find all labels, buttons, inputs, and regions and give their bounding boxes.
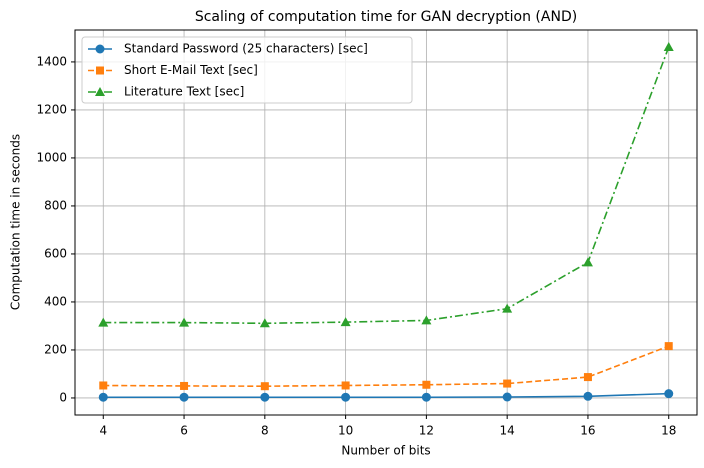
x-tick-label: 6 xyxy=(180,424,188,438)
marker xyxy=(503,379,512,388)
y-tick-label: 800 xyxy=(44,198,67,212)
marker xyxy=(340,317,351,327)
series-line xyxy=(103,46,670,325)
marker xyxy=(98,317,109,327)
marker xyxy=(421,315,432,325)
marker xyxy=(502,392,512,402)
chart-title: Scaling of computation time for GAN decr… xyxy=(195,9,577,25)
series-line xyxy=(103,345,670,387)
legend-label: Short E-Mail Text [sec] xyxy=(124,63,258,77)
x-tick-label: 12 xyxy=(419,424,434,438)
plot-frame xyxy=(74,29,698,416)
marker xyxy=(663,42,674,52)
marker xyxy=(179,392,189,402)
x-tick-label: 4 xyxy=(99,424,107,438)
y-tick-label: 1400 xyxy=(36,54,67,68)
x-tick-label: 8 xyxy=(261,424,269,438)
x-tick-label: 10 xyxy=(338,424,353,438)
marker xyxy=(583,373,592,382)
x-tick-label: 18 xyxy=(661,424,676,438)
marker xyxy=(582,257,593,267)
legend-label: Literature Text [sec] xyxy=(124,85,244,99)
legend-marker xyxy=(96,66,104,75)
series-line xyxy=(103,392,669,399)
legend-marker xyxy=(95,87,105,96)
marker xyxy=(421,392,431,402)
marker xyxy=(179,317,190,327)
marker xyxy=(664,389,674,399)
marker xyxy=(260,392,270,402)
x-tick-label: 14 xyxy=(500,424,515,438)
y-tick-label: 1000 xyxy=(36,150,67,164)
marker xyxy=(341,381,350,390)
y-axis-label: Computation time in seconds xyxy=(9,134,23,310)
marker xyxy=(422,380,431,389)
marker xyxy=(583,391,593,401)
legend-label: Standard Password (25 characters) [sec] xyxy=(124,42,368,56)
marker xyxy=(664,342,673,351)
y-tick-label: 0 xyxy=(59,390,67,404)
marker xyxy=(341,392,351,402)
legend-marker xyxy=(95,44,105,54)
y-tick-label: 400 xyxy=(44,294,67,308)
y-tick-label: 600 xyxy=(44,246,67,260)
y-tick-label: 1200 xyxy=(36,102,67,116)
marker xyxy=(260,382,269,391)
marker xyxy=(502,303,513,313)
marker xyxy=(180,381,189,390)
x-tick-label: 16 xyxy=(580,424,595,438)
y-tick-label: 200 xyxy=(44,342,67,356)
x-axis-label: Number of bits xyxy=(341,444,430,458)
legend-box xyxy=(81,36,413,104)
marker xyxy=(99,381,108,390)
marker xyxy=(259,318,270,328)
marker xyxy=(98,392,108,402)
